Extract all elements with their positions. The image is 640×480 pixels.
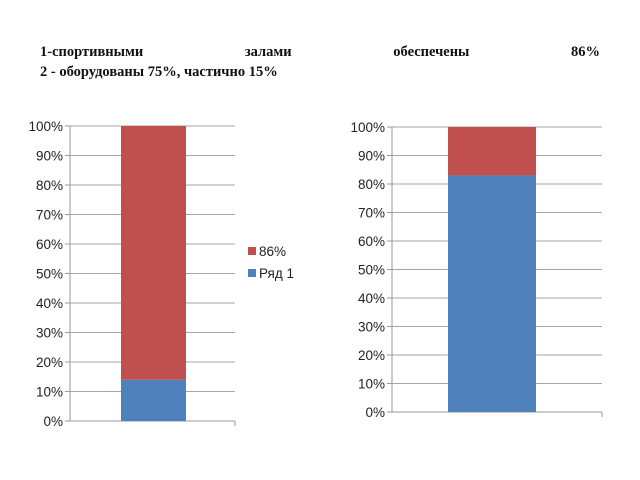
y-tick-label: 50% bbox=[358, 263, 385, 278]
y-tick-label: 10% bbox=[36, 385, 63, 400]
y-tick-label: 0% bbox=[43, 414, 63, 429]
y-tick-label: 40% bbox=[36, 296, 63, 311]
legend-swatch bbox=[248, 247, 256, 255]
bar-segment-red bbox=[121, 126, 186, 380]
y-tick-label: 90% bbox=[358, 149, 385, 164]
heading-word-4: 86% bbox=[571, 44, 600, 60]
chart-right: 0% 10% 20% 30% 40% 50% 60% 70% 80% 90% 100% bbox=[350, 120, 603, 420]
y-tick-label: 20% bbox=[36, 355, 63, 370]
y-tick-label: 80% bbox=[36, 178, 63, 193]
bar-segment-red bbox=[448, 127, 536, 176]
heading-word-2: залами bbox=[244, 44, 292, 60]
y-tick-label: 30% bbox=[36, 326, 63, 341]
chart-left: 0% 10% 20% 30% 40% 50% 60% 70% 80% 90% 100% 86% Ряд … bbox=[28, 119, 294, 429]
y-tick-label: 100% bbox=[350, 120, 385, 135]
y-tick-label: 100% bbox=[28, 119, 63, 134]
y-tick-label: 50% bbox=[36, 267, 63, 282]
y-tick-label: 20% bbox=[358, 348, 385, 363]
slide-heading: 1-спортивными залами обеспечены 86% 2 - … bbox=[40, 42, 600, 82]
bar-segment-blue bbox=[448, 175, 536, 412]
legend-swatch bbox=[248, 269, 256, 277]
y-tick-label: 60% bbox=[358, 234, 385, 249]
y-tick-label: 10% bbox=[358, 377, 385, 392]
heading-word-3: обеспечены bbox=[393, 44, 470, 60]
legend-label: 86% bbox=[259, 244, 286, 259]
y-tick-label: 30% bbox=[358, 320, 385, 335]
y-tick-label: 40% bbox=[358, 291, 385, 306]
y-tick-label: 70% bbox=[358, 206, 385, 221]
y-tick-label: 60% bbox=[36, 237, 63, 252]
heading-line-2: 2 - оборудованы 75%, частично 15% bbox=[40, 64, 278, 80]
y-tick-label: 90% bbox=[36, 149, 63, 164]
y-tick-label: 0% bbox=[365, 405, 385, 420]
legend-label: Ряд 1 bbox=[259, 266, 294, 281]
heading-word-1: 1-спортивными bbox=[40, 44, 144, 60]
y-tick-label: 80% bbox=[358, 177, 385, 192]
heading-line-1: 1-спортивными залами обеспечены 86% bbox=[40, 42, 600, 62]
bar-segment-blue bbox=[121, 379, 186, 421]
y-tick-label: 70% bbox=[36, 208, 63, 223]
